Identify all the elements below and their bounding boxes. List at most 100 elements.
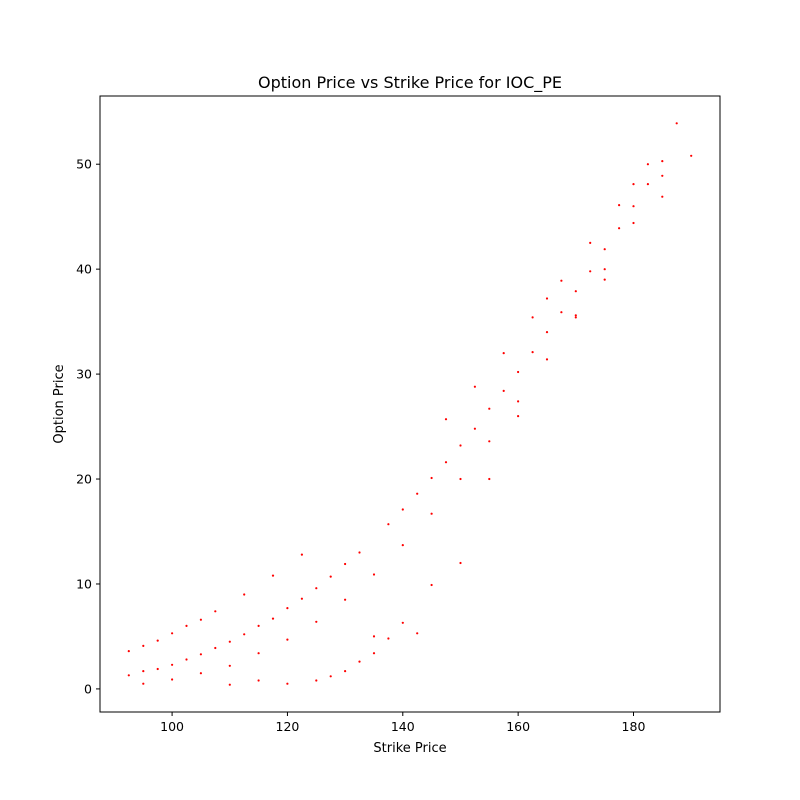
data-point [271, 617, 275, 620]
data-point [329, 675, 332, 678]
plot-frame [99, 95, 721, 713]
data-point [199, 618, 202, 621]
data-point [286, 682, 289, 685]
data-point [171, 678, 174, 681]
data-point [344, 562, 347, 566]
data-point [574, 314, 577, 317]
data-point [257, 624, 260, 628]
x-tick-label: 180 [622, 719, 646, 734]
data-point [545, 297, 549, 300]
data-points [127, 122, 693, 686]
data-point [171, 663, 174, 666]
data-point [199, 672, 202, 675]
data-point [488, 407, 491, 410]
data-point [142, 682, 145, 685]
data-point [300, 597, 303, 600]
data-point [444, 461, 448, 464]
y-tick-label: 20 [76, 472, 92, 487]
data-point [589, 270, 592, 273]
data-point [372, 635, 376, 638]
data-point [459, 444, 462, 447]
data-point [416, 492, 419, 495]
data-point [372, 573, 376, 576]
data-point [632, 183, 635, 186]
chart-title: Option Price vs Strike Price for IOC_PE [258, 73, 562, 93]
data-point [459, 477, 462, 481]
data-point [271, 574, 275, 577]
data-point [127, 674, 130, 677]
data-point [473, 427, 476, 430]
data-point [502, 352, 505, 355]
y-tick-label: 30 [76, 367, 92, 382]
data-point [574, 316, 577, 319]
data-point [589, 241, 592, 244]
data-point [560, 279, 563, 282]
y-axis: 0 10 20 30 40 50 [76, 157, 100, 696]
data-point [430, 476, 433, 480]
y-tick-label: 0 [84, 681, 92, 696]
data-point [243, 593, 246, 596]
x-axis: 100 120 140 160 180 [160, 712, 645, 734]
data-point [661, 174, 664, 177]
data-point [344, 598, 347, 601]
data-point [603, 278, 606, 281]
data-point [358, 551, 361, 554]
data-point [545, 358, 549, 361]
data-point [127, 650, 130, 653]
data-point [444, 418, 448, 421]
data-point [286, 638, 289, 641]
data-point [199, 653, 202, 656]
y-tick-label: 40 [76, 262, 92, 277]
data-point [502, 389, 505, 392]
data-point [387, 523, 390, 526]
data-point [661, 160, 664, 163]
data-point [646, 183, 650, 186]
data-point [545, 331, 549, 334]
data-point [517, 415, 520, 418]
data-point [228, 664, 231, 667]
y-tick-label: 10 [76, 576, 92, 591]
data-point [430, 583, 433, 587]
data-point [401, 621, 404, 624]
data-point [257, 652, 260, 655]
data-point [430, 512, 433, 515]
data-point [315, 587, 318, 590]
x-tick-label: 120 [276, 719, 300, 734]
data-point [344, 670, 347, 673]
data-point [416, 632, 419, 635]
x-axis-label: Strike Price [373, 741, 446, 756]
data-point [156, 639, 159, 642]
data-point [517, 370, 520, 374]
y-tick-label: 50 [76, 157, 92, 172]
data-point [228, 640, 231, 643]
data-point [488, 440, 491, 443]
data-point [300, 553, 303, 556]
data-point [286, 607, 289, 610]
data-point [185, 658, 188, 661]
data-point [531, 316, 534, 319]
data-point [603, 248, 606, 251]
data-point [473, 385, 476, 388]
data-point [690, 154, 693, 157]
data-point [329, 575, 332, 578]
data-point [214, 610, 217, 613]
data-point [387, 637, 390, 640]
data-point [156, 667, 159, 671]
data-point [315, 620, 318, 623]
data-point [257, 679, 260, 682]
y-axis-label: Option Price [52, 364, 67, 443]
data-point [618, 227, 621, 230]
data-point [574, 290, 577, 293]
x-tick-label: 140 [391, 719, 415, 734]
data-point [401, 544, 404, 547]
data-point [531, 351, 534, 354]
data-point [214, 646, 217, 650]
data-point [560, 311, 563, 314]
data-point [315, 679, 318, 682]
data-point [459, 561, 462, 565]
data-point [675, 122, 678, 125]
data-point [142, 644, 145, 648]
data-point [632, 205, 635, 208]
data-point [646, 163, 650, 166]
